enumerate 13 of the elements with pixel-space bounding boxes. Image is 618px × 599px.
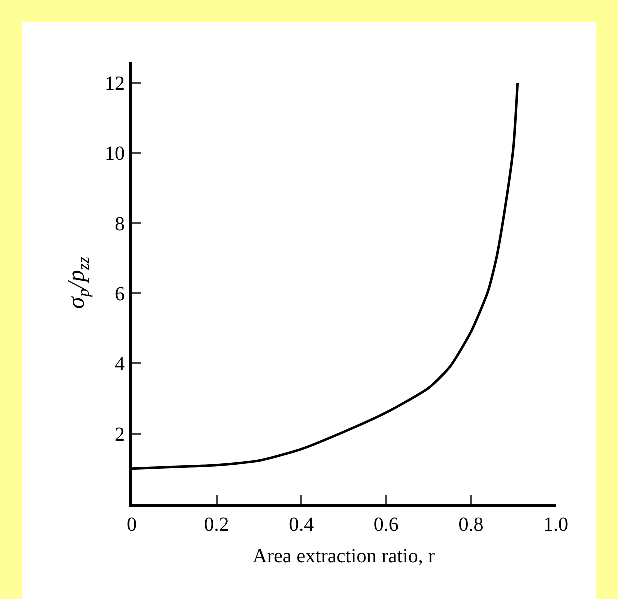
y-tick-label: 10 [105, 143, 125, 166]
y-tick-label: 12 [105, 73, 125, 96]
x-tick-label: 0.2 [204, 514, 230, 536]
x-tick-label: 0.4 [289, 514, 314, 536]
y-tick-label: 2 [115, 424, 125, 446]
y-tick-label: 4 [115, 354, 125, 376]
x-tick-label: 0 [127, 514, 137, 536]
y-tick-label: 6 [115, 284, 125, 306]
x-tick-label: 0.6 [374, 514, 399, 536]
x-tick-label: 1.0 [544, 514, 568, 536]
x-axis-title: Area extraction ratio, r [252, 546, 436, 568]
x-tick-label: 0.8 [458, 514, 484, 536]
y-tick-label: 8 [115, 213, 125, 236]
